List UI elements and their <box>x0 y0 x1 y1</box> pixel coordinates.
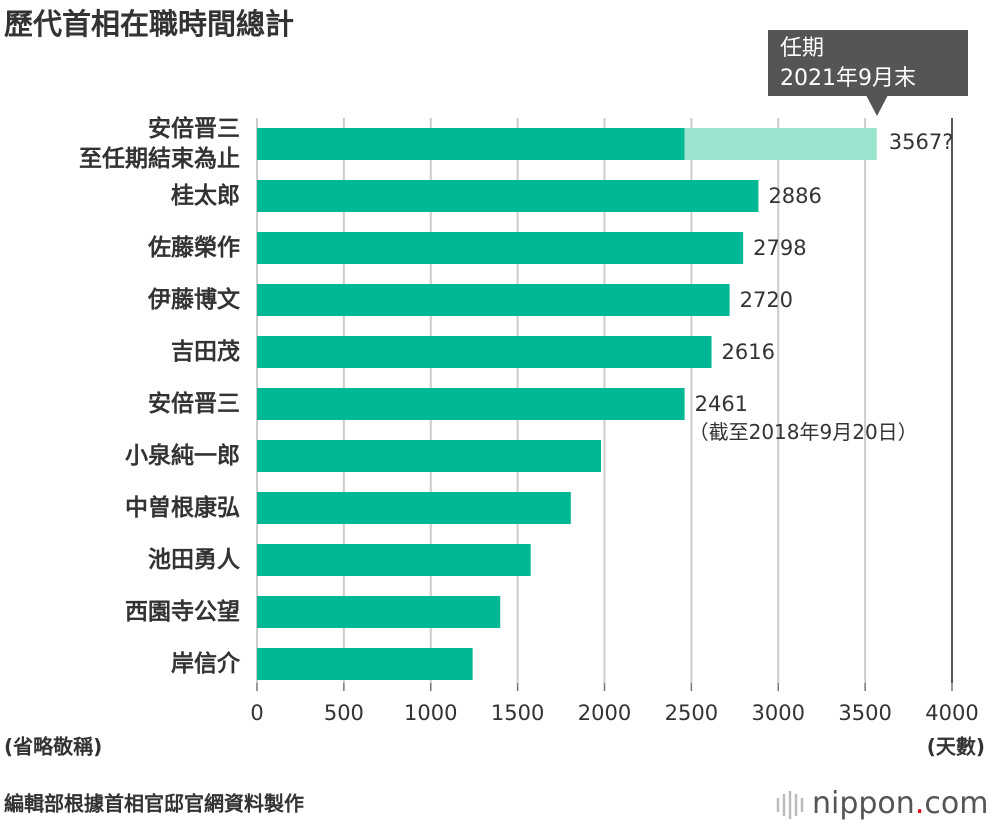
bar <box>257 232 744 264</box>
x-tick-label: 1500 <box>491 701 544 725</box>
chart-title: 歷代首相在職時間總計 <box>4 7 294 41</box>
category-label: 桂太郎 <box>171 183 240 209</box>
x-tick-label: 3000 <box>752 701 805 725</box>
bar <box>257 596 501 628</box>
category-label: 岸信介 <box>171 651 240 677</box>
callout-pointer <box>866 95 888 116</box>
category-label: 安倍晋三 <box>148 391 240 417</box>
category-label: 吉田茂 <box>171 339 240 365</box>
bar <box>257 388 685 420</box>
x-tick-label: 2500 <box>665 701 718 725</box>
bar <box>257 336 712 368</box>
x-tick-label: 4000 <box>925 701 978 725</box>
value-label: 2461 <box>695 392 748 416</box>
value-label: 2720 <box>740 288 793 312</box>
x-tick-label: 1000 <box>404 701 457 725</box>
category-label: 西園寺公望 <box>125 599 240 625</box>
logo-icon <box>776 791 804 819</box>
logo-name: nippon <box>812 786 915 821</box>
x-tick-label: 0 <box>250 701 263 725</box>
bar <box>257 128 685 160</box>
category-label: 佐藤榮作 <box>148 235 240 261</box>
category-label: 安倍晋三 至任期結束為止 <box>79 116 240 172</box>
callout: 任期 2021年9月末 <box>768 30 968 96</box>
bar <box>257 180 759 212</box>
x-tick-label: 2000 <box>578 701 631 725</box>
note: (省略敬稱) <box>4 735 102 759</box>
value-label: 2886 <box>768 184 821 208</box>
logo-dot: . <box>915 786 925 821</box>
logo: nippon.com <box>812 786 988 821</box>
category-label: 伊藤博文 <box>148 287 240 313</box>
x-tick-label: 3500 <box>838 701 891 725</box>
category-label: 小泉純一郎 <box>125 443 240 469</box>
category-label: 中曽根康弘 <box>125 495 240 521</box>
bar <box>257 284 730 316</box>
x-tick-label: 500 <box>324 701 364 725</box>
source: 編輯部根據首相官邸官網資料製作 <box>4 792 304 816</box>
value-label: 2798 <box>753 236 806 260</box>
bar <box>684 128 877 160</box>
date-note: （截至2018年9月20日） <box>688 420 918 444</box>
logo-domain: com <box>924 786 988 821</box>
x-unit: (天數) <box>927 735 985 759</box>
bar <box>257 440 602 472</box>
bar <box>257 544 531 576</box>
category-label: 池田勇人 <box>148 547 240 573</box>
value-label: 2616 <box>722 340 775 364</box>
bar <box>257 492 571 524</box>
bar <box>257 648 473 680</box>
total-label: 3567? <box>888 130 954 154</box>
